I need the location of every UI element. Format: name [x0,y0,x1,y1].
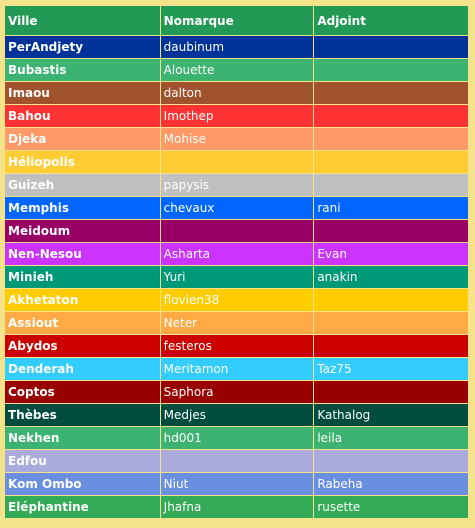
table-row: PerAndjety daubinum [5,36,468,58]
name-cell [314,220,468,242]
city-cell: Bubastis [5,59,160,81]
name-cell [314,450,468,472]
name-cell [314,128,468,150]
header-cell: Ville [5,6,160,35]
name-cell [160,450,314,472]
name-cell: Kathalog [314,404,468,426]
table-container: Ville Nomarque Adjoint PerAndjety daubinum B… [4,5,469,519]
name-cell [160,220,314,242]
name-cell: Neter [160,312,314,334]
city-cell: Djeka [5,128,160,150]
header-row: Ville Nomarque Adjoint [5,6,468,35]
name-cell: Saphora [160,381,314,403]
table-row: Kom Ombo Niut Rabeha [5,473,468,495]
name-cell: Imothep [160,105,314,127]
table-row: Coptos Saphora [5,381,468,403]
name-cell: daubinum [160,36,314,58]
city-cell: Akhetaton [5,289,160,311]
table-row: Thèbes Medjes Kathalog [5,404,468,426]
table-row: Nekhen hd001 leila [5,427,468,449]
city-cell: PerAndjety [5,36,160,58]
table-row: Djeka Mohise [5,128,468,150]
table-header: Ville Nomarque Adjoint [5,6,468,35]
name-cell: Meritamon [160,358,314,380]
name-cell [314,151,468,173]
table-row: Edfou [5,450,468,472]
name-cell: Mohise [160,128,314,150]
city-cell: Héliopolis [5,151,160,173]
name-cell [314,36,468,58]
city-cell: Kom Ombo [5,473,160,495]
city-cell: Imaou [5,82,160,104]
table-row: Meidoum [5,220,468,242]
city-cell: Meidoum [5,220,160,242]
city-cell: Nekhen [5,427,160,449]
name-cell: Niut [160,473,314,495]
name-cell: chevaux [160,197,314,219]
city-cell: Nen-Nesou [5,243,160,265]
name-cell [160,151,314,173]
city-cell: Minieh [5,266,160,288]
table-row: Assiout Neter [5,312,468,334]
city-cell: Denderah [5,358,160,380]
city-cell: Abydos [5,335,160,357]
table-row: Bubastis Alouette [5,59,468,81]
name-cell: festeros [160,335,314,357]
name-cell [314,174,468,196]
table-row: Minieh Yuri anakin [5,266,468,288]
name-cell: Taz75 [314,358,468,380]
name-cell [314,105,468,127]
city-cell: Eléphantine [5,496,160,518]
name-cell: dalton [160,82,314,104]
table-row: Héliopolis [5,151,468,173]
table-body: PerAndjety daubinum Bubastis Alouette Imaou d… [5,36,468,518]
name-cell [314,82,468,104]
name-cell: rusette [314,496,468,518]
table-row: Nen-Nesou Asharta Evan [5,243,468,265]
table-row: Guizeh papysis [5,174,468,196]
cities-table: Ville Nomarque Adjoint PerAndjety daubinum B… [4,5,469,519]
name-cell: Asharta [160,243,314,265]
name-cell [314,59,468,81]
city-cell: Memphis [5,197,160,219]
table-row: Akhetaton flovien38 [5,289,468,311]
name-cell: hd001 [160,427,314,449]
table-row: Memphis chevaux rani [5,197,468,219]
name-cell [314,312,468,334]
name-cell: Yuri [160,266,314,288]
name-cell [314,381,468,403]
city-cell: Assiout [5,312,160,334]
header-cell: Adjoint [314,6,468,35]
name-cell: Evan [314,243,468,265]
name-cell: Medjes [160,404,314,426]
header-cell: Nomarque [160,6,314,35]
name-cell: Rabeha [314,473,468,495]
city-cell: Bahou [5,105,160,127]
name-cell: Alouette [160,59,314,81]
city-cell: Edfou [5,450,160,472]
table-row: Imaou dalton [5,82,468,104]
table-row: Bahou Imothep [5,105,468,127]
city-cell: Coptos [5,381,160,403]
name-cell: flovien38 [160,289,314,311]
name-cell [314,289,468,311]
table-row: Abydos festeros [5,335,468,357]
name-cell: papysis [160,174,314,196]
name-cell [314,335,468,357]
name-cell: anakin [314,266,468,288]
city-cell: Thèbes [5,404,160,426]
name-cell: rani [314,197,468,219]
table-row: Denderah Meritamon Taz75 [5,358,468,380]
table-row: Eléphantine Jhafna rusette [5,496,468,518]
city-cell: Guizeh [5,174,160,196]
name-cell: leila [314,427,468,449]
name-cell: Jhafna [160,496,314,518]
